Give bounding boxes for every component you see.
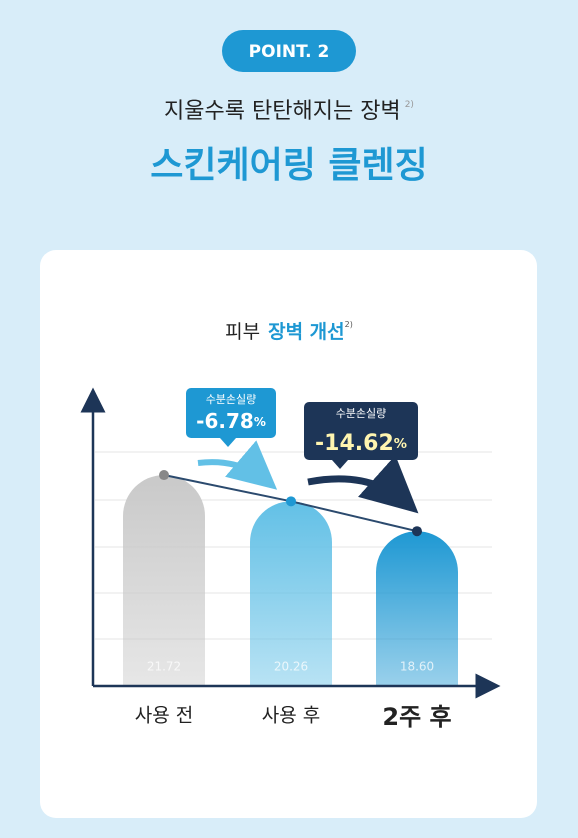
callout-tip: [332, 460, 348, 469]
callout-unit: %: [254, 415, 266, 429]
arrow: [307, 455, 419, 514]
x-tick-label: 2주 후: [382, 703, 451, 731]
arrow: [197, 440, 278, 490]
bar: [123, 475, 205, 686]
point: [412, 526, 422, 537]
callouts: 수분손실량 -6.78% 수분손실량 -14.62%: [186, 388, 418, 469]
callout-unit: %: [394, 437, 407, 452]
x-tick-label: 사용 전: [135, 705, 193, 727]
callout-value: -14.62%: [315, 431, 407, 456]
callout-label: 수분손실량: [206, 393, 257, 406]
chart-title-text: 피부: [225, 321, 260, 343]
callout-label: 수분손실량: [336, 407, 387, 420]
subtitle: 지울수록 탄탄해지는 장벽 2): [164, 99, 414, 124]
chart-title-highlight: 장벽 개선: [268, 321, 345, 343]
point: [286, 496, 296, 507]
value-label: 20.26: [274, 660, 308, 674]
badge: [222, 30, 356, 72]
callout-tip: [220, 438, 236, 447]
footnote: 2): [345, 320, 353, 329]
value-label: 18.60: [400, 660, 434, 674]
plot: 21.72 사용 전 20.26 사용 후 18.60 2주 후: [123, 470, 458, 731]
callout-box: [304, 402, 418, 460]
x-tick-label: 사용 후: [262, 705, 320, 727]
title: 스킨케어링 클렌징: [150, 145, 428, 186]
bar: [250, 501, 332, 686]
point: [159, 470, 169, 481]
footnote: 2): [405, 100, 414, 110]
callout-value: -6.78%: [196, 409, 266, 433]
badge-text: POINT. 2: [249, 42, 330, 62]
subtitle-text: 지울수록 탄탄해지는 장벽: [164, 99, 401, 124]
bar: [376, 531, 458, 686]
callout-number: -14.62: [315, 431, 394, 456]
value-label: 21.72: [147, 660, 181, 674]
chart-title: 피부 장벽 개선2): [225, 320, 353, 343]
callout-box: [186, 388, 276, 438]
callout-number: -6.78: [196, 409, 254, 433]
